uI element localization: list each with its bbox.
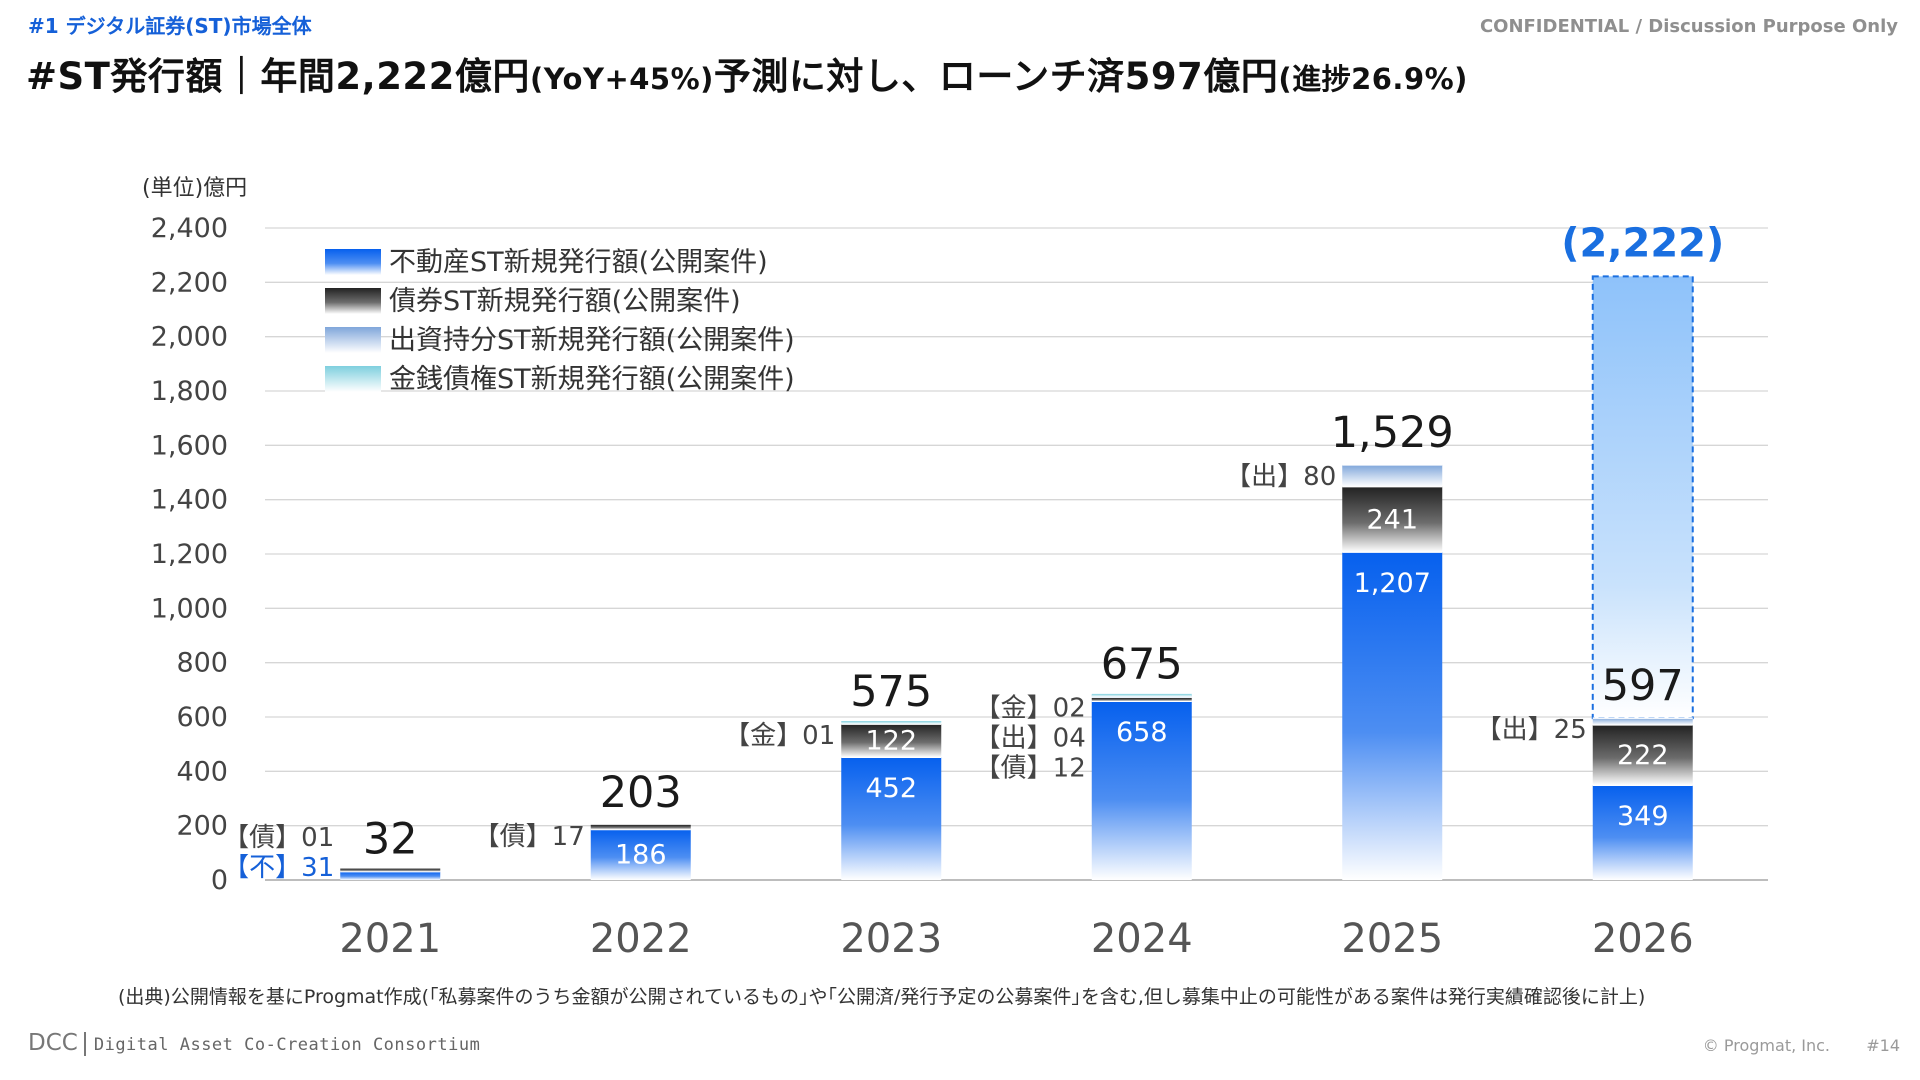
copyright: © Progmat, Inc. [1702,1036,1830,1055]
bar-segment-bond [340,868,441,872]
bar-segment-mc [1091,693,1192,697]
logo-separator [83,1032,86,1056]
bar-segment-re [590,829,691,880]
side-label: 【出】04 [975,723,1086,753]
side-label: 【債】12 [975,753,1086,783]
stacked-bar-chart: 0 200 400 600 800 1,000 1,200 1,400 1,600 1,800 2,… [151,213,1768,962]
title-main: #ST発行額｜年間2,222億円 [26,55,530,98]
total-label: 575 [850,667,932,717]
source-note: (出典)公開情報を基にProgmat作成(｢私募案件のうち金額が公開されているも… [118,986,1646,1008]
bar-segment-re [1091,701,1192,880]
segment-label: 186 [615,840,667,871]
title-yoy: (YoY+45%) [529,62,714,96]
bar-segment-bond [590,824,691,830]
legend-label: 金銭債権ST新規発行額(公開案件) [389,364,795,395]
side-label: 【出】25 [1476,715,1587,745]
x-category-label: 2026 [1592,916,1694,962]
segment-label: 1,207 [1354,568,1431,599]
bar-segment-equity [1592,718,1693,725]
side-label: 【金】01 [724,721,835,751]
segment-label: 122 [865,726,917,757]
legend-swatch-bond [325,288,381,314]
bar-segment-bond [1091,697,1192,702]
bar-segment-mc [841,721,942,725]
bar-segment-re [340,871,441,880]
confidential-notice: CONFIDENTIAL / Discussion Purpose Only [1479,16,1898,37]
total-label: 597 [1602,661,1684,711]
y-tick-label: 0 [211,865,228,896]
side-label: 【不】31 [223,853,334,883]
segment-label: 222 [1617,740,1669,771]
forecast-label: (2,222) [1561,220,1724,266]
x-category-label: 2024 [1091,916,1193,962]
bar-segment-bond [841,724,942,758]
y-tick-label: 1,400 [151,485,228,516]
bar-layer [340,275,1694,880]
y-tick-label: 2,200 [151,267,228,298]
y-tick-label: 2,400 [151,213,228,244]
bar-segment-re [1592,785,1693,880]
total-label: 675 [1101,639,1183,689]
section-tag: #1 デジタル証券(ST)市場全体 [28,14,312,38]
x-category-label: 2022 [590,916,692,962]
segment-label: 349 [1617,801,1669,832]
y-tick-label: 1,000 [151,593,228,624]
y-tick-label: 600 [176,702,228,733]
bar-segment-re [1342,552,1443,880]
page-title: #ST発行額｜年間2,222億円(YoY+45%)予測に対し、ローンチ済597億… [26,46,1468,100]
total-label: 1,529 [1331,408,1454,458]
y-tick-label: 1,600 [151,430,228,461]
y-tick-label: 1,800 [151,376,228,407]
bar-segment-equity [1342,464,1443,487]
y-tick-label: 2,000 [151,322,228,353]
forecast-bar [1591,275,1694,720]
legend-swatch-mc [325,366,381,392]
title-progress: (進捗26.9%) [1278,62,1468,96]
total-label: 203 [600,768,682,818]
page-number: #14 [1866,1036,1900,1055]
bar-segment-bond [1342,486,1443,553]
y-tick-label: 1,200 [151,539,228,570]
bar-segment-bond [1592,724,1693,786]
y-tick-label: 800 [176,648,228,679]
segment-label: 241 [1366,504,1418,535]
unit-label: (単位)億円 [142,176,248,201]
x-category-label: 2023 [840,916,942,962]
x-category-label: 2025 [1341,916,1443,962]
legend: 不動産ST新規発行額(公開案件) 債券ST新規発行額(公開案件) 出資持分ST新規発… [325,247,795,395]
x-category-label: 2021 [339,916,441,962]
y-tick-label: 400 [176,756,228,787]
y-tick-label: 200 [176,811,228,842]
label-layer: 32 【債】01【不】31 2021 186 203 【債】17 2022 452 122 575… [223,220,1724,962]
bar-segment-re [841,757,942,880]
footer-logo: DCC Digital Asset Co-Creation Consortium [28,1030,480,1056]
dcc-logo: DCC [28,1030,78,1056]
legend-label: 不動産ST新規発行額(公開案件) [389,247,768,278]
side-label: 【債】01 [223,823,334,853]
side-label: 【金】02 [975,693,1086,723]
segment-label: 658 [1116,717,1168,748]
legend-swatch-equity [325,327,381,353]
consortium-name: Digital Asset Co-Creation Consortium [93,1035,481,1055]
legend-swatch-re [325,249,381,275]
legend-label: 出資持分ST新規発行額(公開案件) [389,325,795,356]
title-mid: 予測に対し、ローンチ済597億円 [713,55,1279,98]
side-label: 【出】80 [1225,462,1336,492]
segment-label: 452 [865,773,917,804]
legend-label: 債券ST新規発行額(公開案件) [389,286,741,317]
total-label: 32 [363,814,418,864]
side-label: 【債】17 [474,822,585,852]
grid-layer: 0 200 400 600 800 1,000 1,200 1,400 1,600 1,800 2,… [151,213,1768,896]
